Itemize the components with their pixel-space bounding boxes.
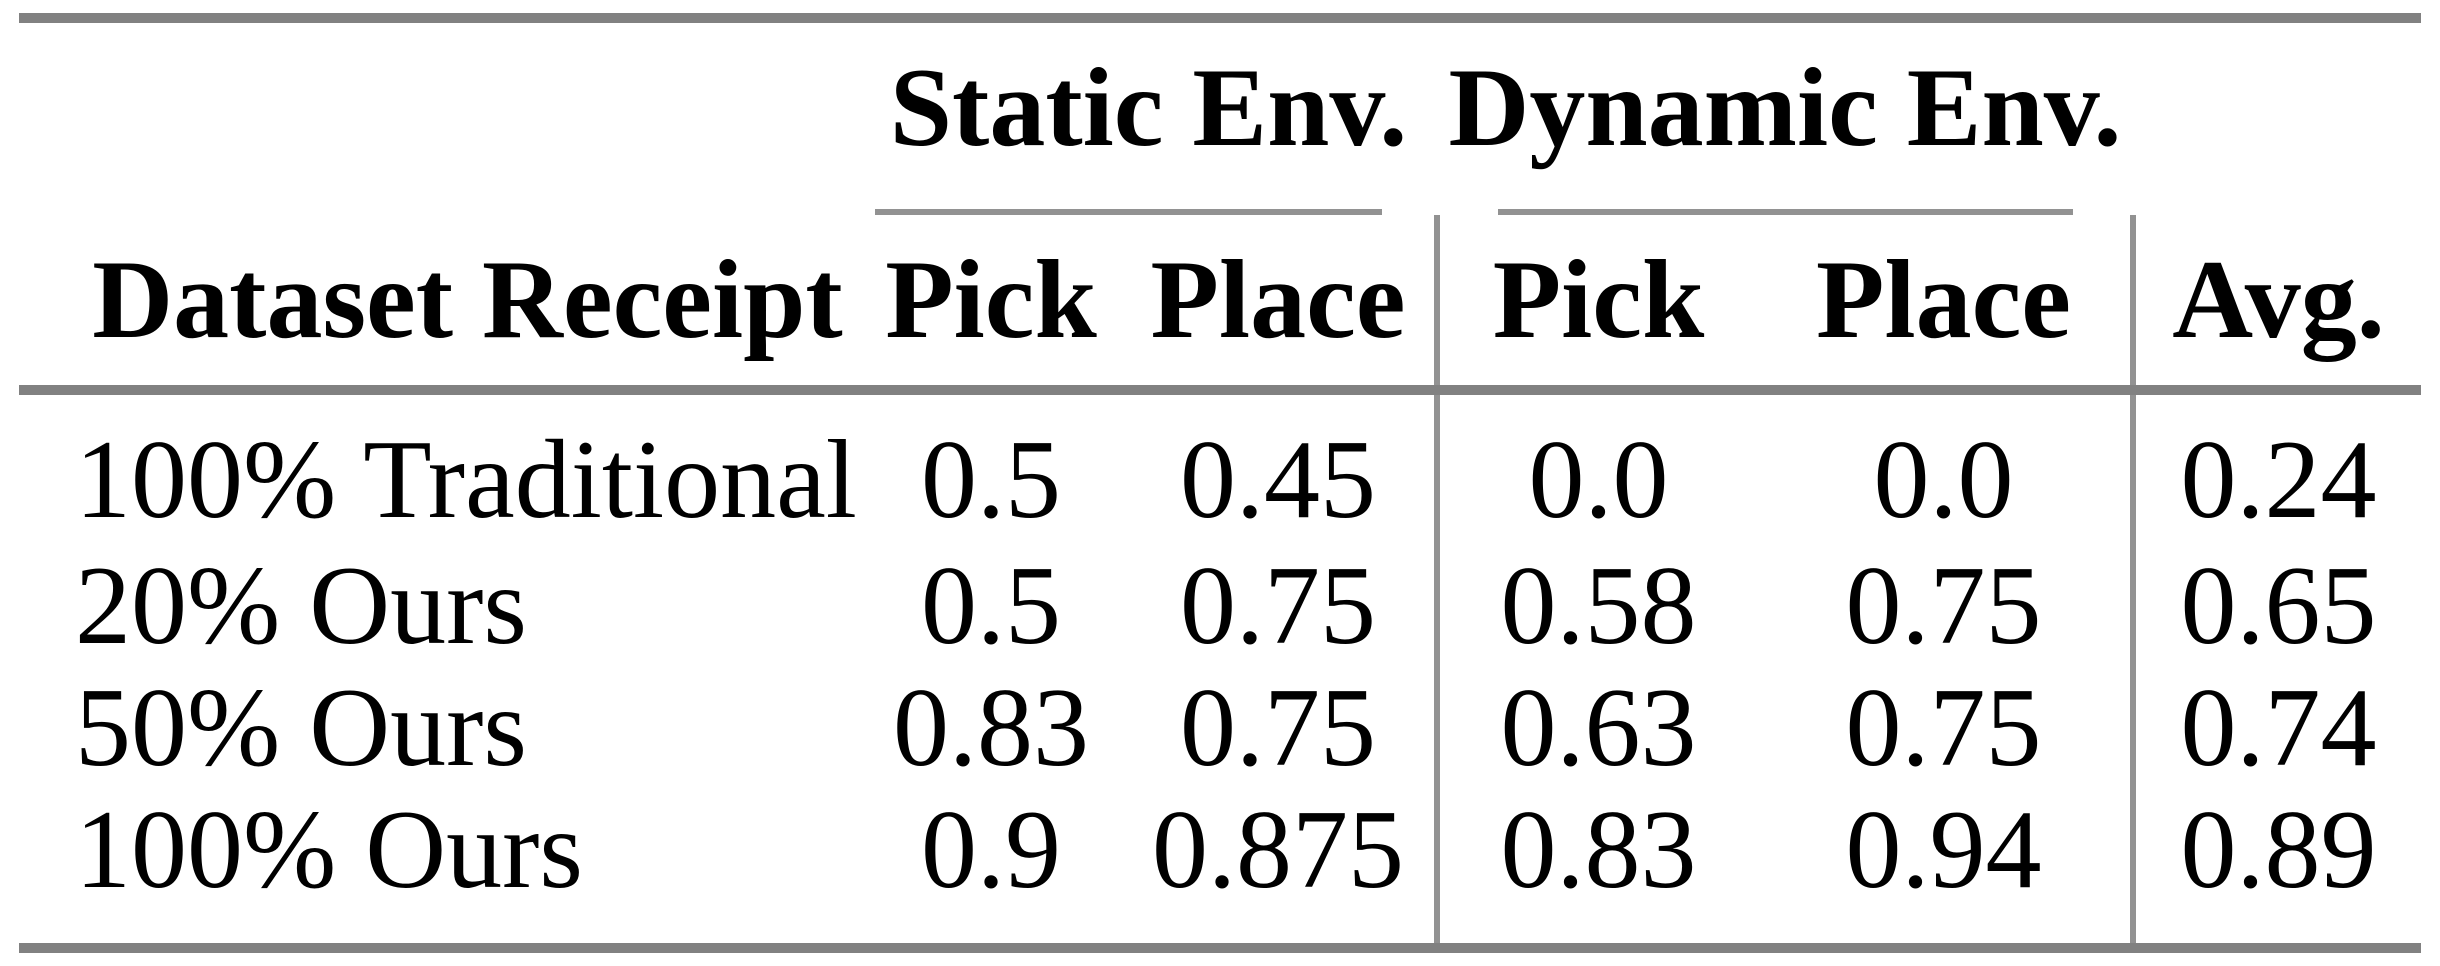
dynamic-place-cell: 0.0 [1873,418,2014,542]
avg-cell: 0.89 [2130,789,2422,953]
table-row-50-ours: 50% Ours 0.83 0.75 0.63 0.75 0.74 [19,666,2422,790]
group-header-spacer-left [19,18,860,215]
col-header-dynamic-place: Place [1757,215,2134,395]
static-env-underline [875,209,1383,215]
static-place-cell: 0.875 [1122,789,1438,953]
table-row-100-traditional: 100% Traditional 0.5 0.45 0.0 0.0 0.24 [19,390,2422,545]
dynamic-place-cell: 0.75 [1845,666,2042,790]
env-group-header-row: Static Env. Dynamic Env. [19,18,2421,215]
row-label-cell: 100% Ours [19,789,860,953]
static-pick-cell: 0.5 [921,544,1061,668]
row-label-cell: 50% Ours [75,666,528,790]
static-place-cell: 0.75 [1180,544,1376,668]
avg-cell: 0.65 [2130,545,2422,667]
static-place-cell: 0.75 [1180,666,1376,790]
static-env-label: Static Env. [889,46,1408,170]
col-header-avg: Avg. [2130,215,2422,395]
dynamic-env-group-header: Dynamic Env. [1437,18,2133,215]
dynamic-place-cell: 0.75 [1845,544,2042,668]
table-row-20-ours: 20% Ours 0.5 0.75 0.58 0.75 0.65 [19,544,2422,668]
table-row-100-ours: 100% Ours 0.9 0.875 0.83 0.94 0.89 [19,789,2422,953]
static-env-group-header: Static Env. [860,18,1437,215]
dynamic-env-label: Dynamic Env. [1448,46,2122,170]
col-header-dynamic-pick: Pick [1434,215,1758,395]
col-header-static-place: Place [1122,215,1438,395]
column-header-row: Dataset Receipt Pick Place Pick Place Av… [19,215,2422,395]
row-label-cell: 100% Traditional [75,418,857,542]
static-pick-cell: 0.5 [921,418,1061,542]
row-label-cell: 20% Ours [75,544,528,668]
static-pick-cell: 0.83 [893,666,1089,790]
dynamic-pick-cell: 0.0 [1434,390,1758,545]
dynamic-pick-cell: 0.63 [1434,667,1758,789]
dynamic-pick-cell: 0.58 [1434,545,1758,667]
group-header-spacer-right [2133,18,2421,215]
static-place-cell: 0.45 [1180,418,1376,542]
col-header-dataset-receipt: Dataset Receipt [19,215,860,395]
results-table: Static Env. Dynamic Env. Dataset Receipt… [19,13,2422,953]
static-pick-cell: 0.9 [860,789,1122,953]
dynamic-place-cell: 0.94 [1757,789,2134,953]
avg-cell: 0.24 [2130,390,2422,545]
dynamic-env-underline [1498,209,2074,215]
avg-cell: 0.74 [2130,667,2422,789]
col-header-static-pick: Pick [860,215,1122,395]
dynamic-pick-cell: 0.83 [1434,789,1758,953]
